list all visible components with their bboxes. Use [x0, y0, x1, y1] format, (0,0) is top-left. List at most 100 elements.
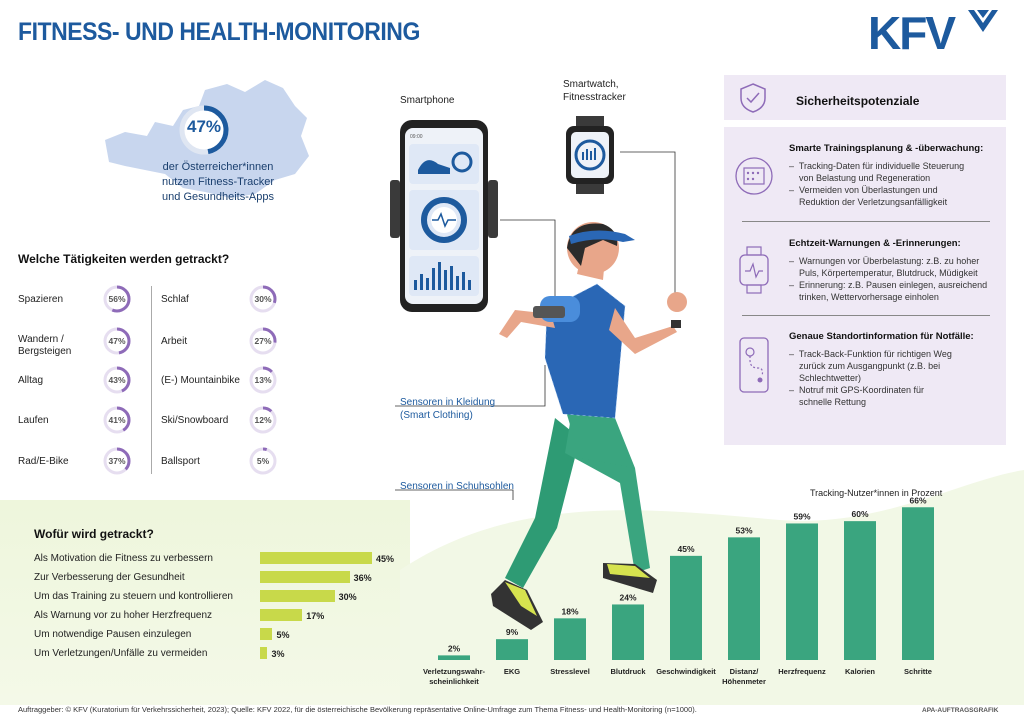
chart-value-label: 59% [793, 511, 810, 521]
safety-item-line: – Notruf mit GPS-Koordinaten für [789, 385, 925, 395]
activity-label: Alltag [18, 375, 43, 387]
smartwatch-illustration [566, 116, 614, 194]
safety-section-title: Genaue Standortinformation für Notfälle: [789, 331, 974, 342]
page-title: FITNESS- UND HEALTH-MONITORING [18, 18, 420, 46]
activity-ring: 47% [102, 326, 132, 361]
chart-bar [670, 555, 702, 660]
phone-time: 09:00 [410, 134, 423, 140]
safety-item-line: – Tracking-Daten für individuelle Steuer… [789, 161, 965, 171]
smartwatch-label: Smartwatch, Fitnesstracker [563, 78, 626, 104]
why-label: Um Verletzungen/Unfälle zu vermeiden [34, 648, 208, 659]
safety-header [724, 75, 1006, 120]
chart-value-label: 18% [561, 606, 578, 616]
chart-bar [844, 521, 876, 660]
stat-text-line: nutzen Fitness-Tracker [161, 176, 275, 188]
connector-lines [395, 151, 676, 500]
footer-source: Auftraggeber: © KFV (Kuratorium für Verk… [18, 705, 697, 714]
activity-ring: 5% [248, 446, 278, 481]
runner-illustration [491, 222, 687, 630]
safety-separator [742, 315, 990, 316]
activity-label: Wandern / Bergsteigen [18, 334, 71, 358]
chart-category-label: Distanz/ [730, 667, 760, 676]
tracking-bar-chart: Tracking-Nutzer*innen in Prozent 2% Verle… [423, 488, 943, 686]
activity-label: Ski/Snowboard [161, 415, 229, 426]
safety-item-line: zurück zum Ausgangpunkt (z.B. bei [789, 361, 941, 371]
activity-ring-icon [103, 327, 131, 355]
activity-ring: 37% [102, 446, 132, 481]
why-value: 17% [306, 611, 325, 621]
chart-value-label: 60% [851, 509, 868, 519]
activities-heading: Welche Tätigkeiten werden getrackt? [18, 252, 230, 266]
activity-value: 27% [254, 336, 272, 346]
chart-bar [728, 537, 760, 660]
activity-ring: 43% [102, 365, 132, 400]
why-label: Um das Training zu steuern und kontrolli… [34, 591, 233, 602]
stat-text-line: der Österreicher*innen [162, 161, 274, 173]
stat-text-line: und Gesundheits-Apps [162, 191, 274, 203]
activity-value: 5% [256, 456, 270, 466]
sensors-clothing-line: Sensoren in Kleidung [400, 397, 496, 408]
chart-bar [438, 655, 470, 660]
why-label: Um notwendige Pausen einzulegen [34, 629, 192, 640]
chart-category-label: Höhenmeter [722, 677, 766, 686]
activity-ring: 30% [248, 284, 278, 319]
activity-label: Laufen [18, 415, 49, 427]
activity-value: 47% [108, 336, 126, 346]
activity-ring-icon [249, 366, 277, 394]
chart-title: Tracking-Nutzer*innen in Prozent [810, 488, 943, 498]
chart-value-label: 9% [506, 627, 519, 637]
chart-value-label: 45% [677, 544, 694, 554]
chart-value-label: 53% [735, 525, 752, 535]
chart-category-label: Schritte [904, 667, 932, 676]
safety-item-line: – Vermeiden von Überlastungen und [789, 185, 938, 195]
activity-label-line: Bergsteigen [18, 346, 72, 357]
safety-item-line: trinken, Wettervorhersage einholen [789, 292, 939, 302]
activity-label: Ballsport [161, 456, 200, 467]
activity-ring-icon [103, 285, 131, 313]
activity-ring-icon [103, 406, 131, 434]
activities-divider [151, 286, 152, 474]
safety-separator [742, 221, 990, 222]
chart-category-label: Geschwindigkeit [656, 667, 716, 676]
activity-value: 13% [254, 375, 272, 385]
activity-label-line: Rad/E-Bike [18, 456, 69, 467]
footer-credit: APA-AUFTRAGSGRAFIK [922, 707, 999, 714]
chart-bar [554, 618, 586, 660]
chart-category-label: Herzfrequenz [778, 667, 826, 676]
activity-label-line: Alltag [18, 375, 44, 386]
why-label: Als Motivation die Fitness zu verbessern [34, 553, 213, 564]
chart-bar [612, 604, 644, 660]
activity-value: 12% [254, 415, 272, 425]
stat-percent: 47% [186, 117, 222, 136]
why-value: 5% [276, 630, 290, 640]
sensors-clothing-line: (Smart Clothing) [400, 410, 473, 421]
why-bar [260, 647, 268, 659]
activity-ring-icon [249, 285, 277, 313]
why-bar [260, 628, 273, 640]
chart-bar [496, 639, 528, 660]
chart-value-label: 2% [448, 643, 461, 653]
safety-item-line: schnelle Rettung [789, 397, 867, 407]
safety-item-line: von Belastung und Regeneration [789, 173, 931, 183]
sensors-clothing-label: Sensoren in Kleidung (Smart Clothing) [400, 396, 495, 422]
activity-label: Spazieren [18, 294, 63, 306]
activity-ring-icon [249, 447, 277, 475]
activity-value: 37% [108, 456, 126, 466]
training-plan-icon [735, 157, 773, 195]
phone-location-icon [739, 337, 769, 393]
activity-ring: 27% [248, 326, 278, 361]
activity-value: 41% [108, 415, 126, 425]
safety-section-title: Smarte Trainingsplanung & -überwachung: [789, 143, 984, 154]
smartwatch-alert-icon [739, 246, 769, 294]
activity-label: Arbeit [161, 336, 188, 347]
safety-heading: Sicherheitspotenziale [796, 94, 920, 108]
activity-ring-icon [249, 406, 277, 434]
sensors-shoes-label: Sensoren in Schuhsohlen [400, 481, 514, 492]
safety-item-line: Puls, Körpertemperatur, Blutdruck, Müdig… [789, 268, 978, 278]
shield-check-icon [740, 83, 766, 113]
eagle-logo-icon [968, 10, 998, 32]
activity-value: 56% [108, 294, 126, 304]
activity-ring: 56% [102, 284, 132, 319]
why-bar [260, 609, 303, 621]
why-value: 3% [271, 649, 285, 659]
